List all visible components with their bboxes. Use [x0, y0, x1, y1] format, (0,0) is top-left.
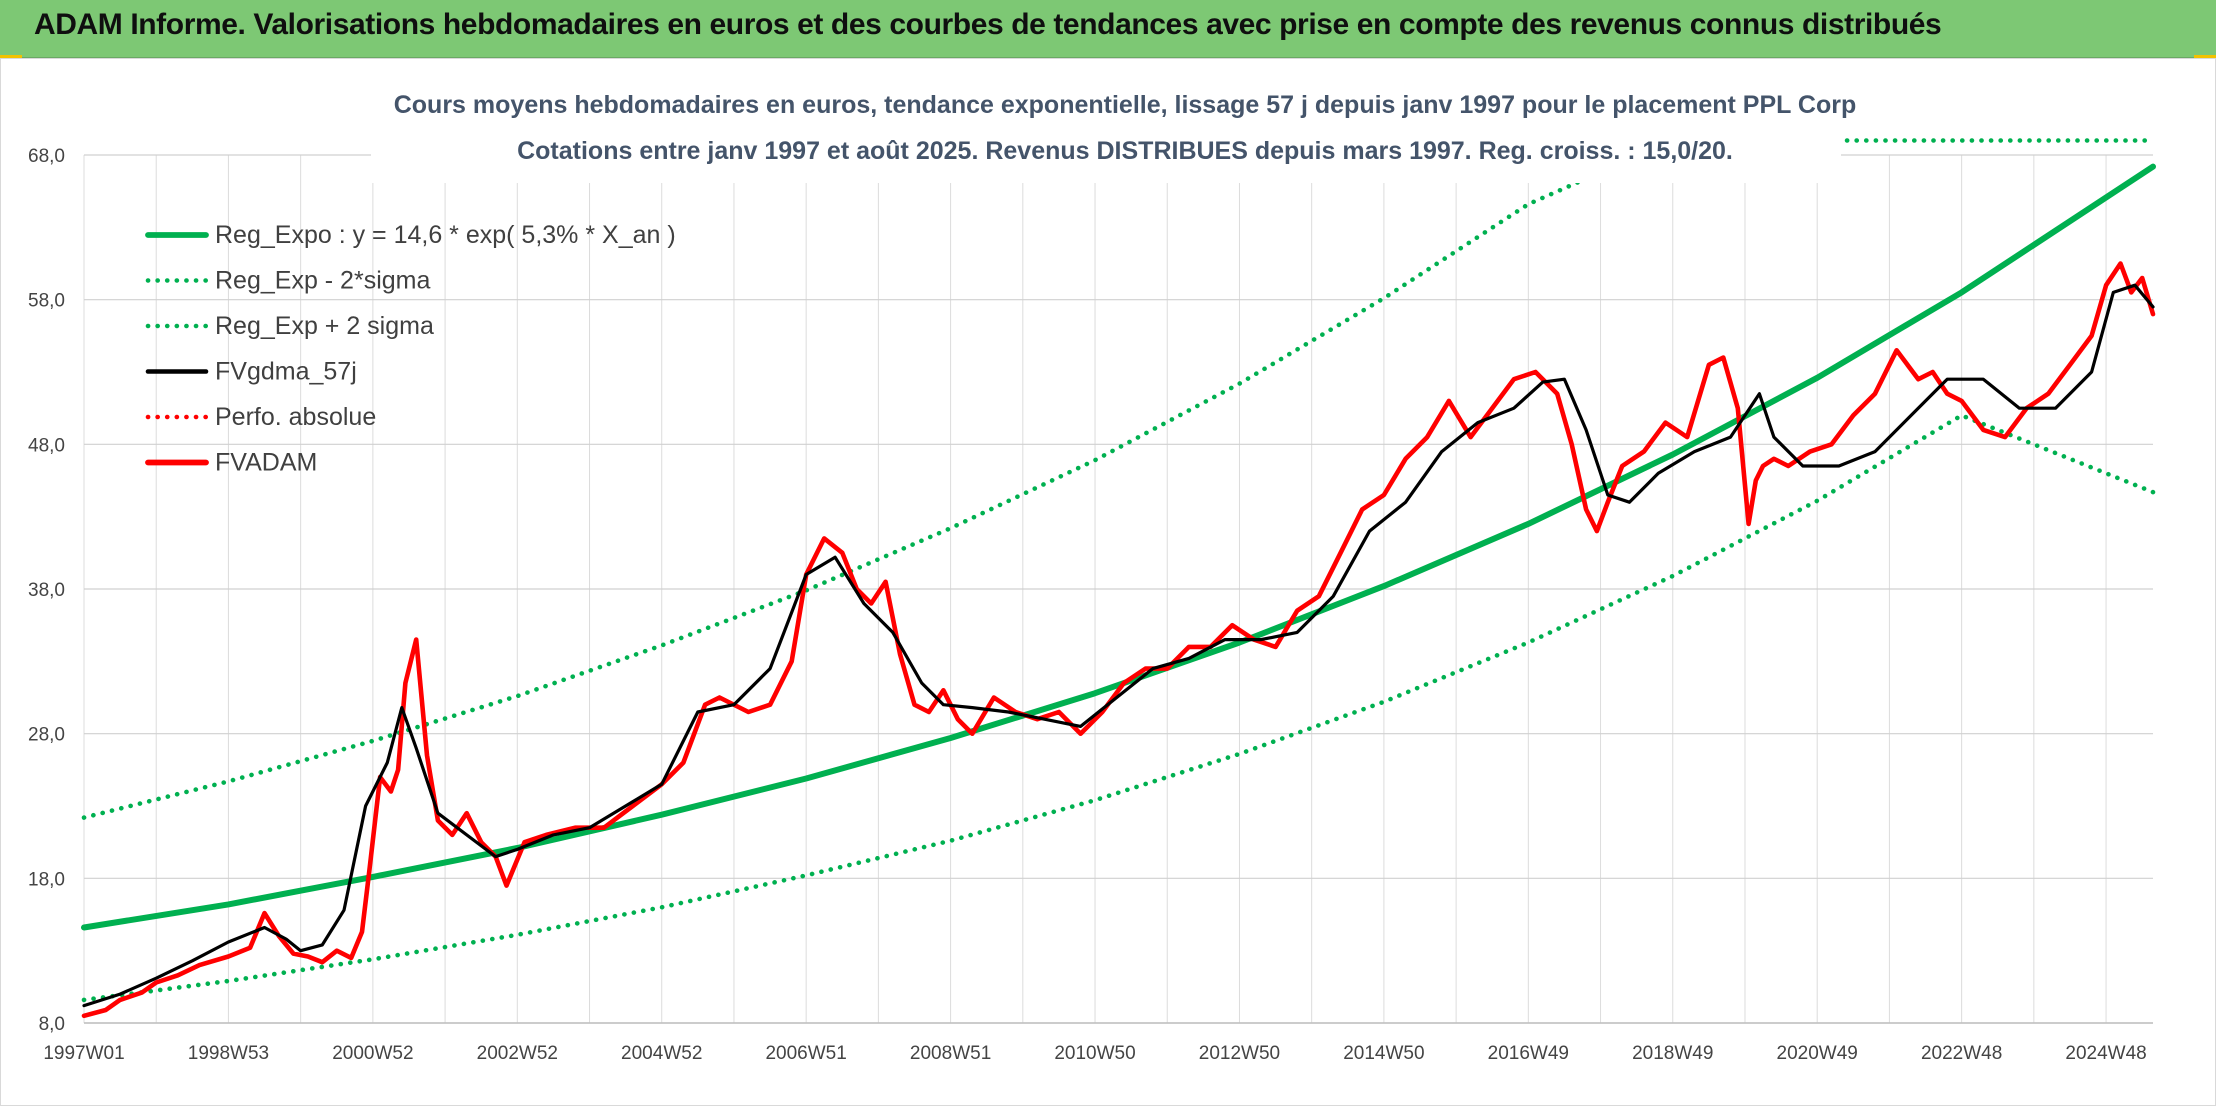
x-tick-label: 1998W53 [188, 1043, 269, 1064]
x-tick-label: 2006W51 [765, 1043, 846, 1064]
x-tick-label: 2008W51 [910, 1043, 991, 1064]
x-tick-label: 2002W52 [477, 1043, 558, 1064]
report-title: ADAM Informe. Valorisations hebdomadaire… [34, 8, 1942, 41]
x-tick-label: 2012W50 [1199, 1043, 1280, 1064]
x-tick-label: 1997W01 [43, 1043, 124, 1064]
x-tick-label: 2018W49 [1632, 1043, 1713, 1064]
report-header: ADAM Informe. Valorisations hebdomadaire… [0, 0, 2216, 58]
x-tick-label: 2020W49 [1777, 1043, 1858, 1064]
chart-subtitle: Cotations entre janv 1997 et août 2025. … [517, 137, 1733, 165]
x-tick-label: 2022W48 [1921, 1043, 2002, 1064]
chart-area: 8,0 18,0 28,0 38,0 48,0 58,0 68,0 1997W01 1998W… [0, 58, 2216, 1106]
legend-label: Reg_Expo : y = 14,6 * exp( 5,3% * X_an ) [215, 221, 676, 249]
y-tick-label: 18,0 [28, 869, 65, 890]
legend-label: FVgdma_57j [215, 358, 357, 386]
x-tick-label: 2016W49 [1488, 1043, 1569, 1064]
chart-svg: 8,0 18,0 28,0 38,0 48,0 58,0 68,0 1997W01 1998W… [28, 65, 2156, 1064]
x-tick-label: 2014W50 [1343, 1043, 1424, 1064]
legend: Reg_Expo : y = 14,6 * exp( 5,3% * X_an )… [145, 221, 676, 477]
x-tick-label: 2004W52 [621, 1043, 702, 1064]
y-tick-label: 48,0 [28, 435, 65, 456]
x-axis-ticks: 1997W01 1998W53 2000W52 2002W52 2004W52 2006W… [43, 1043, 2146, 1064]
y-axis-ticks: 8,0 18,0 28,0 38,0 48,0 58,0 68,0 [28, 146, 65, 1035]
chart-title: Cours moyens hebdomadaires en euros, ten… [394, 91, 1857, 119]
x-tick-label: 2010W50 [1054, 1043, 1135, 1064]
y-tick-label: 8,0 [39, 1014, 65, 1035]
series-line-0 [81, 163, 2156, 931]
title-backdrop [371, 65, 1841, 183]
x-tick-label: 2024W48 [2065, 1043, 2146, 1064]
series-line-3 [82, 283, 2155, 1008]
series-line-5 [81, 261, 2156, 1019]
legend-label: Reg_Exp - 2*sigma [215, 267, 430, 295]
legend-label: Perfo. absolue [215, 403, 376, 431]
x-tick-label: 2000W52 [332, 1043, 413, 1064]
legend-label: FVADAM [215, 449, 317, 477]
y-tick-label: 38,0 [28, 580, 65, 601]
series-line-1 [81, 413, 2156, 1003]
y-tick-label: 58,0 [28, 291, 65, 312]
y-tick-label: 68,0 [28, 146, 65, 167]
legend-label: Reg_Exp + 2 sigma [215, 312, 434, 340]
y-tick-label: 28,0 [28, 725, 65, 746]
